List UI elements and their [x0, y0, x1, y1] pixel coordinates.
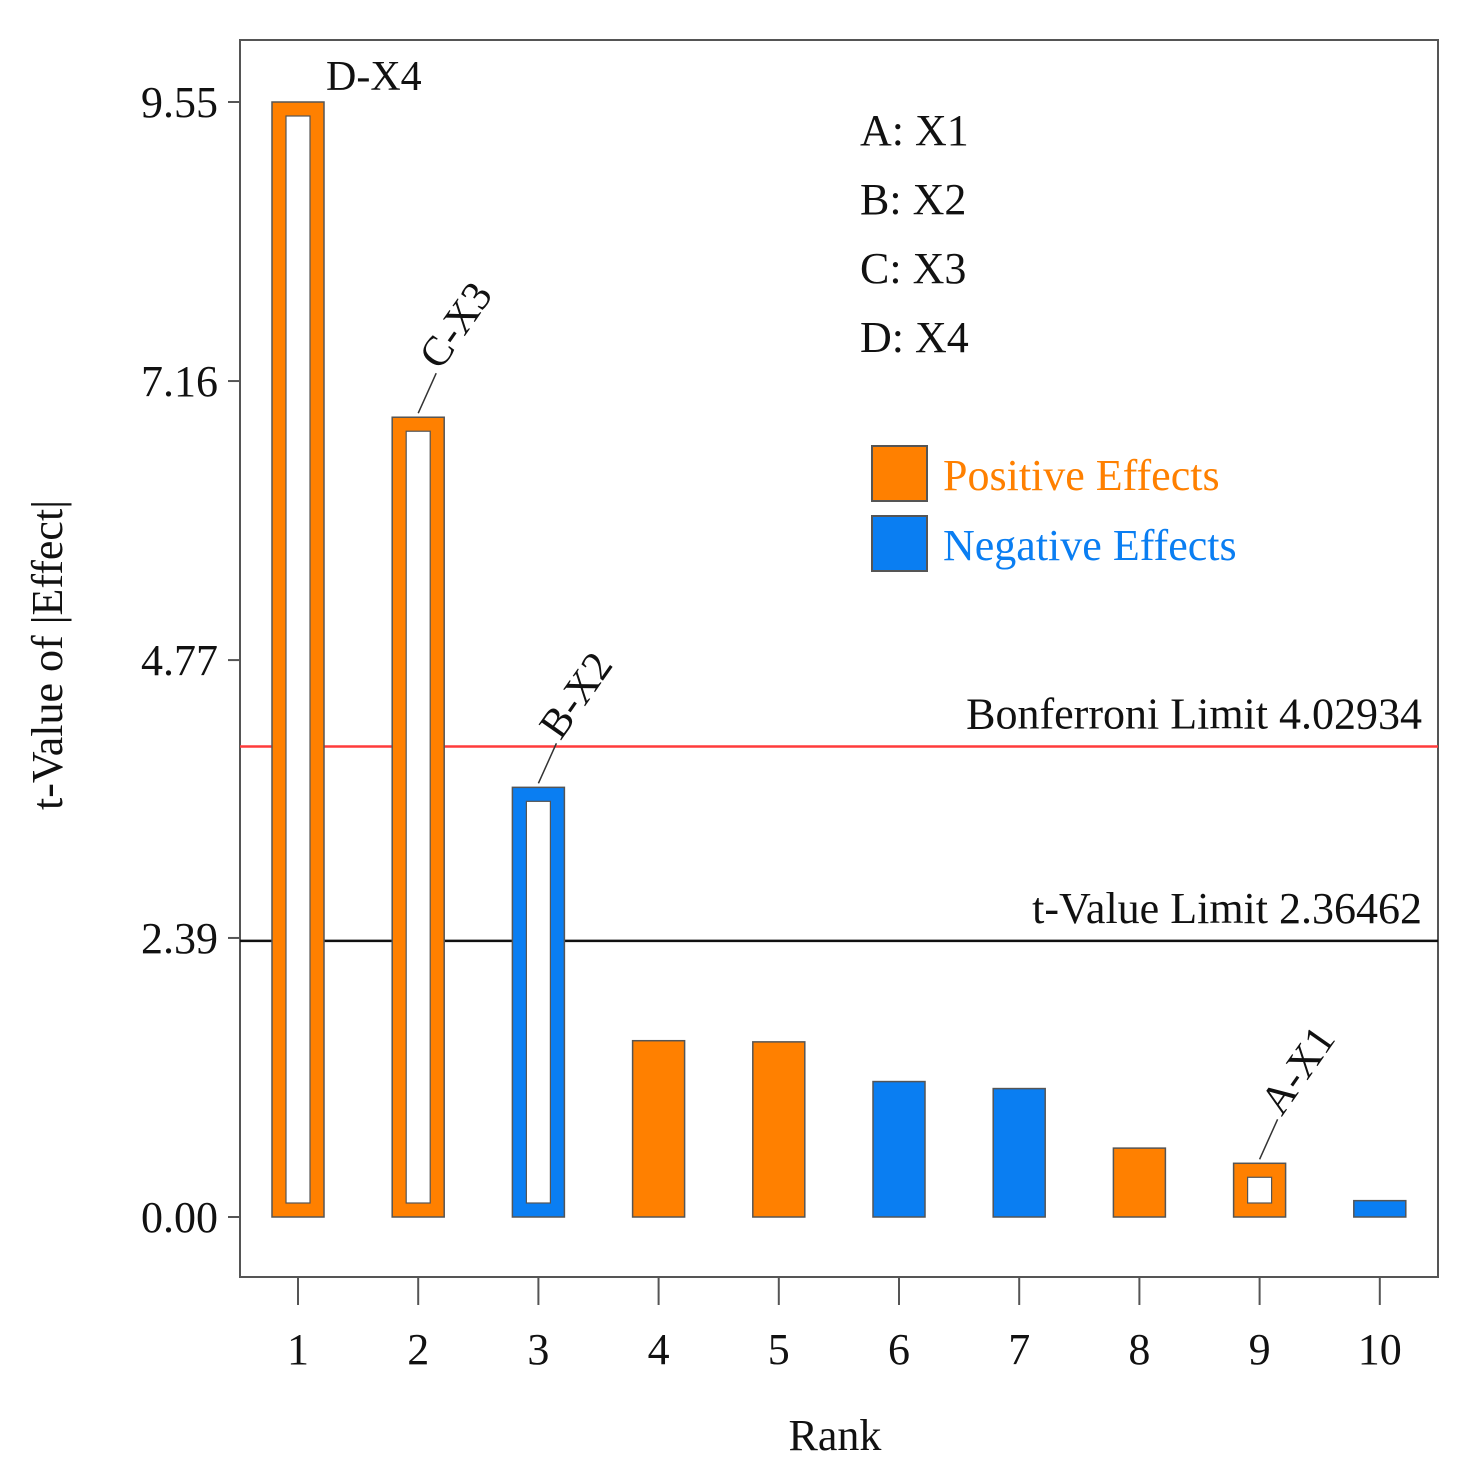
y-tick-label: 4.77: [141, 636, 218, 685]
bar-rank-4: [631, 1039, 686, 1218]
x-tick-label: 8: [1128, 1325, 1150, 1374]
bar-rank-8: [1112, 1147, 1167, 1218]
y-tick-label: 2.39: [141, 914, 218, 963]
factor-key-b: B: X2: [860, 175, 966, 224]
legend-label-negative: Negative Effects: [943, 521, 1237, 570]
bar-highlight-2: [405, 430, 431, 1204]
bar-label-rank-3: B-X2: [531, 644, 622, 747]
y-axis: 0.00 2.39 4.77 7.16 9.55: [141, 78, 240, 1242]
y-tick-label: 0.00: [141, 1193, 218, 1242]
bars: [271, 101, 1407, 1218]
bar-label-leader: [1258, 1118, 1279, 1160]
bar-rank-7: [992, 1087, 1046, 1218]
factor-key-c: C: X3: [860, 244, 966, 293]
bar-label-rank-1: D-X4: [326, 54, 422, 100]
x-tick-label: 9: [1249, 1325, 1271, 1374]
x-tick-label: 3: [527, 1325, 549, 1374]
bar-label-rank-2: C-X3: [411, 274, 502, 377]
x-tick-label: 4: [648, 1325, 670, 1374]
bar-label-rank-9: A-X1: [1252, 1018, 1345, 1123]
factor-key: A: X1 B: X2 C: X3 D: X4: [860, 106, 969, 362]
bar-labels: D-X4 C-X3 B-X2 A-X1: [326, 54, 1345, 1160]
factor-key-a: A: X1: [860, 106, 969, 155]
y-tick-label: 9.55: [141, 78, 218, 127]
bar-label-leader: [417, 372, 437, 414]
y-tick-label: 7.16: [141, 357, 218, 406]
bar-label-leader: [537, 743, 558, 784]
y-axis-title: t-Value of |Effect|: [23, 500, 72, 810]
x-tick-label: 7: [1008, 1325, 1030, 1374]
x-tick-label: 1: [287, 1325, 309, 1374]
x-axis: 1 2 3 4 5 6 7 8 9 10: [287, 1277, 1402, 1374]
legend-swatch-negative: [871, 515, 928, 572]
bonferroni-limit-label: Bonferroni Limit 4.02934: [966, 690, 1422, 739]
plot-frame: [239, 39, 1439, 1278]
x-tick-label: 2: [407, 1325, 429, 1374]
x-tick-label: 10: [1358, 1325, 1402, 1374]
bar-highlight-9: [1246, 1176, 1273, 1204]
bar-highlight-3: [525, 800, 552, 1204]
x-tick-label: 5: [768, 1325, 790, 1374]
bar-rank-10: [1353, 1199, 1407, 1218]
legend-swatch-positive: [871, 445, 928, 502]
t-value-limit-label: t-Value Limit 2.36462: [1032, 884, 1422, 933]
x-tick-label: 6: [888, 1325, 910, 1374]
legend-label-positive: Positive Effects: [943, 451, 1220, 500]
x-axis-title: Rank: [789, 1411, 882, 1460]
bar-highlight-1: [285, 115, 311, 1204]
legend: Positive Effects Negative Effects: [871, 445, 1237, 572]
bar-rank-5: [752, 1041, 806, 1218]
factor-key-d: D: X4: [860, 313, 969, 362]
bar-rank-6: [872, 1080, 926, 1218]
